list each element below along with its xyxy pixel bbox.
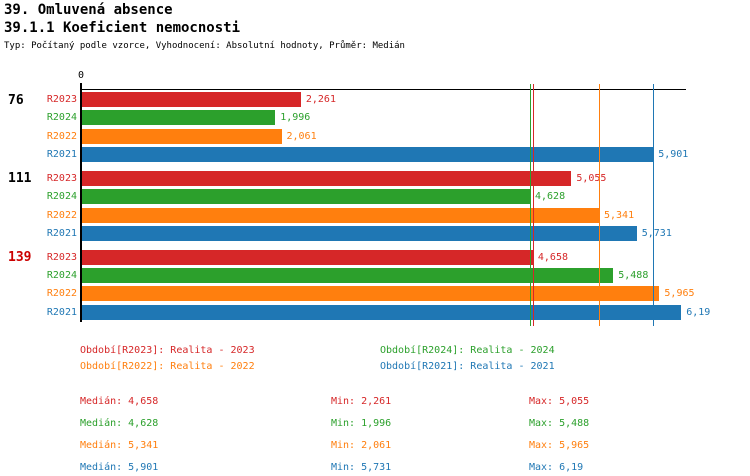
bar-row-label: R2023 (46, 94, 77, 105)
median-line (653, 84, 655, 326)
bar (82, 128, 282, 144)
bar (82, 110, 276, 126)
bar-row-label: R2022 (46, 288, 77, 300)
bar-value-label: 5,731 (641, 228, 672, 239)
axis-origin-label: 0 (77, 70, 85, 81)
bar-value-label: 5,901 (658, 149, 689, 161)
stat-min-R2021: Min: 5,731 (331, 462, 392, 473)
legend-item-R2024: Období[R2024]: Realita - 2024 (380, 345, 555, 356)
stat-min-R2022: Min: 2,061 (331, 440, 392, 451)
bar (82, 92, 301, 107)
group-label: 139 (8, 250, 32, 266)
legend-item-R2023: Období[R2023]: Realita - 2023 (80, 345, 255, 356)
stat-min-R2024: Min: 1,996 (331, 418, 392, 429)
bar (82, 268, 614, 283)
bar (82, 226, 637, 241)
bar (82, 147, 654, 163)
median-line (599, 84, 600, 326)
axis-zero-tick (80, 83, 82, 89)
legend-item-R2022: Období[R2022]: Realita - 2022 (80, 361, 255, 372)
legend-item-R2021: Období[R2021]: Realita - 2021 (380, 361, 555, 372)
chart-area: 0 76 R2023 2,261 R2024 1,996 R2022 2,061 R2021 5… (8, 70, 711, 326)
bar-value-label: 5,965 (664, 288, 695, 300)
axis-top-line (80, 89, 686, 90)
axis-left-line (80, 89, 82, 322)
bar-row-label: R2024 (46, 270, 77, 281)
bar (82, 189, 530, 205)
bar-value-label: 5,341 (604, 209, 635, 221)
stat-median-R2024: Medián: 4,628 (80, 418, 159, 429)
stat-max-R2022: Max: 5,965 (529, 440, 590, 451)
page-title: 39. Omluvená absence (4, 2, 173, 18)
stat-median-R2023: Medián: 4,658 (80, 396, 159, 407)
median-line (529, 84, 531, 326)
bar (82, 207, 599, 223)
bar-value-label: 2,261 (305, 94, 336, 105)
bar-row-label: R2021 (46, 306, 77, 318)
bar-row-label: R2022 (46, 209, 77, 221)
bar-row-label: R2024 (46, 191, 77, 203)
median-line (532, 84, 534, 326)
stat-median-R2022: Medián: 5,341 (80, 440, 159, 451)
bar-row-label: R2023 (46, 172, 77, 184)
bar (82, 170, 572, 186)
bar (82, 286, 660, 302)
stat-min-R2023: Min: 2,261 (331, 396, 392, 407)
bar-value-label: 5,488 (618, 270, 649, 281)
bar-value-label: 5,055 (576, 172, 607, 184)
group-label: 76 (8, 92, 24, 108)
chart-meta-line: Typ: Počítaný podle vzorce, Vyhodnocení:… (4, 41, 405, 51)
bar-row-label: R2024 (46, 112, 77, 124)
bar-value-label: 6,19 (686, 306, 711, 318)
bar-value-label: 4,658 (537, 251, 568, 263)
bar (82, 304, 682, 320)
bar-value-label: 2,061 (286, 130, 317, 142)
stat-median-R2021: Medián: 5,901 (80, 462, 159, 473)
stat-max-R2021: Max: 6,19 (529, 462, 584, 473)
bar-value-label: 4,628 (534, 191, 566, 203)
group-label: 111 (8, 171, 32, 187)
stat-max-R2024: Max: 5,488 (529, 418, 590, 429)
stat-max-R2023: Max: 5,055 (529, 396, 590, 407)
bar-row-label: R2021 (46, 228, 77, 239)
page-subtitle: 39.1.1 Koeficient nemocnosti (4, 20, 241, 36)
bar (82, 249, 533, 265)
bar-row-label: R2022 (46, 130, 77, 142)
bar-row-label: R2021 (46, 149, 77, 161)
bar-value-label: 1,996 (280, 112, 311, 124)
bar-row-label: R2023 (46, 251, 77, 263)
